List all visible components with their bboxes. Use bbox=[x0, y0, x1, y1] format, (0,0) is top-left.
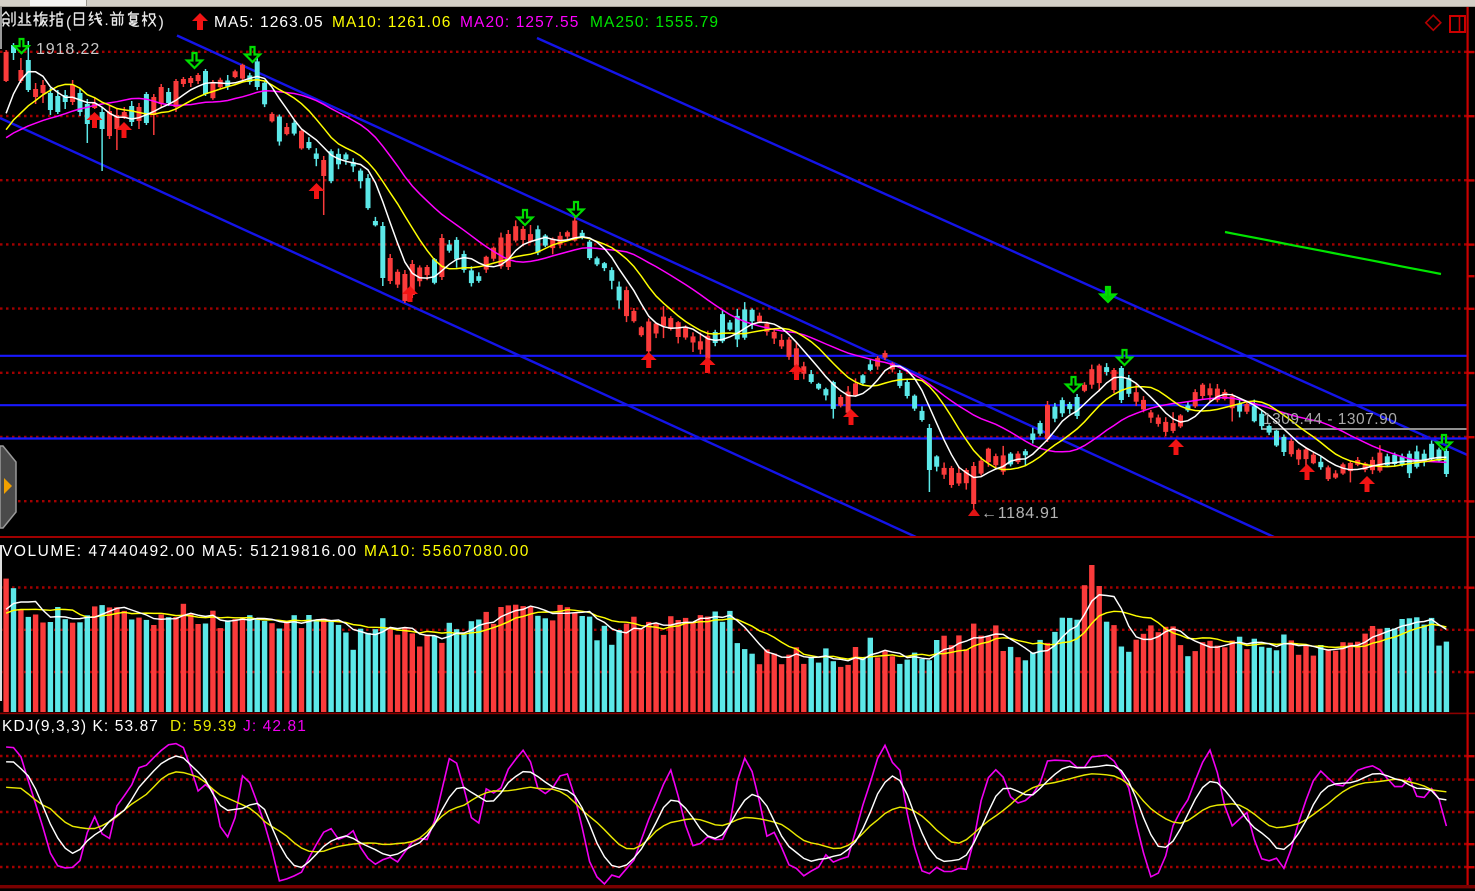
svg-text:MA10: 1261.06: MA10: 1261.06 bbox=[332, 14, 451, 31]
svg-text:←1184.91: ←1184.91 bbox=[981, 505, 1059, 522]
svg-text:1309.44 - 1307.90: 1309.44 - 1307.90 bbox=[1263, 411, 1397, 428]
svg-text:1918.22: 1918.22 bbox=[36, 41, 100, 58]
svg-text:KDJ(9,3,3) K: 53.87: KDJ(9,3,3) K: 53.87 bbox=[2, 718, 159, 735]
svg-text:.: . bbox=[105, 12, 109, 29]
svg-text:D: 59.39: D: 59.39 bbox=[170, 718, 237, 735]
svg-text:VOLUME: 47440492.00 MA5: 51219: VOLUME: 47440492.00 MA5: 51219816.00 bbox=[2, 543, 358, 560]
svg-text:MA20: 1257.55: MA20: 1257.55 bbox=[460, 14, 579, 31]
svg-text:(: ( bbox=[66, 14, 72, 31]
svg-text:MA10: 55607080.00: MA10: 55607080.00 bbox=[364, 543, 530, 560]
svg-text:): ) bbox=[159, 14, 164, 31]
svg-text:J: 42.81: J: 42.81 bbox=[243, 718, 307, 735]
svg-text:MA250: 1555.79: MA250: 1555.79 bbox=[590, 14, 719, 31]
svg-text:MA5: 1263.05: MA5: 1263.05 bbox=[214, 14, 324, 31]
